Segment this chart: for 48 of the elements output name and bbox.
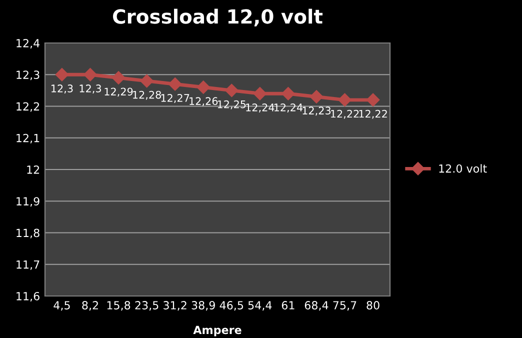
x-tick-label: 80 [366,301,380,310]
data-label: 12,24 [246,104,274,112]
x-tick-label: 31,2 [164,301,186,311]
x-tick-label: 15,8 [107,301,130,311]
point [310,90,324,104]
x-tick-label: 75,7 [333,301,356,311]
y-tick-label: 12,1 [16,134,40,144]
y-tick-label: 11,6 [16,292,40,302]
x-tick-label: 4,5 [54,301,70,311]
point [225,84,238,98]
point [366,93,380,107]
data-label: 12,25 [218,100,246,110]
x-tick-label: 38,9 [192,301,215,311]
x-tick-label: 23,5 [135,301,158,311]
x-tick-label: 46,5 [220,301,244,311]
x-tick-label: 61 [282,301,294,310]
data-label: 12,22 [359,110,387,119]
y-tick-label: 12,3 [16,70,40,80]
data-label: 12,3 [52,84,73,94]
y-tick-label: 11,9 [16,197,40,207]
data-label: 12,24 [274,104,303,112]
legend-label: 12.0 volt [439,164,487,173]
point [168,78,182,91]
point [282,87,295,100]
point [55,68,69,82]
point [338,93,352,107]
point [112,71,126,84]
x-tick-label: 68,4 [304,301,328,311]
data-label: 12,27 [161,94,190,103]
data-label: 12,26 [190,97,218,106]
y-tick-label: 12,2 [16,102,40,112]
data-label: 12,22 [330,110,359,119]
x-axis-title: Ampere [193,326,242,336]
point [84,68,97,82]
y-tick-label: 11,8 [16,228,40,238]
x-tick-label: 54,4 [248,301,272,311]
point [253,87,267,100]
data-label: 12,23 [302,106,331,116]
y-tick-label: 12 [27,165,40,174]
data-label: 12,29 [104,88,133,97]
chart-title: Crossload 12,0 volt [113,8,323,26]
y-tick-label: 12,4 [16,38,40,49]
x-tick-label: 8,2 [82,301,98,311]
point [196,80,210,94]
data-label: 12,3 [80,84,102,94]
y-tick-label: 11,7 [16,260,40,270]
data-label: 12,28 [133,90,161,100]
point [140,74,154,88]
